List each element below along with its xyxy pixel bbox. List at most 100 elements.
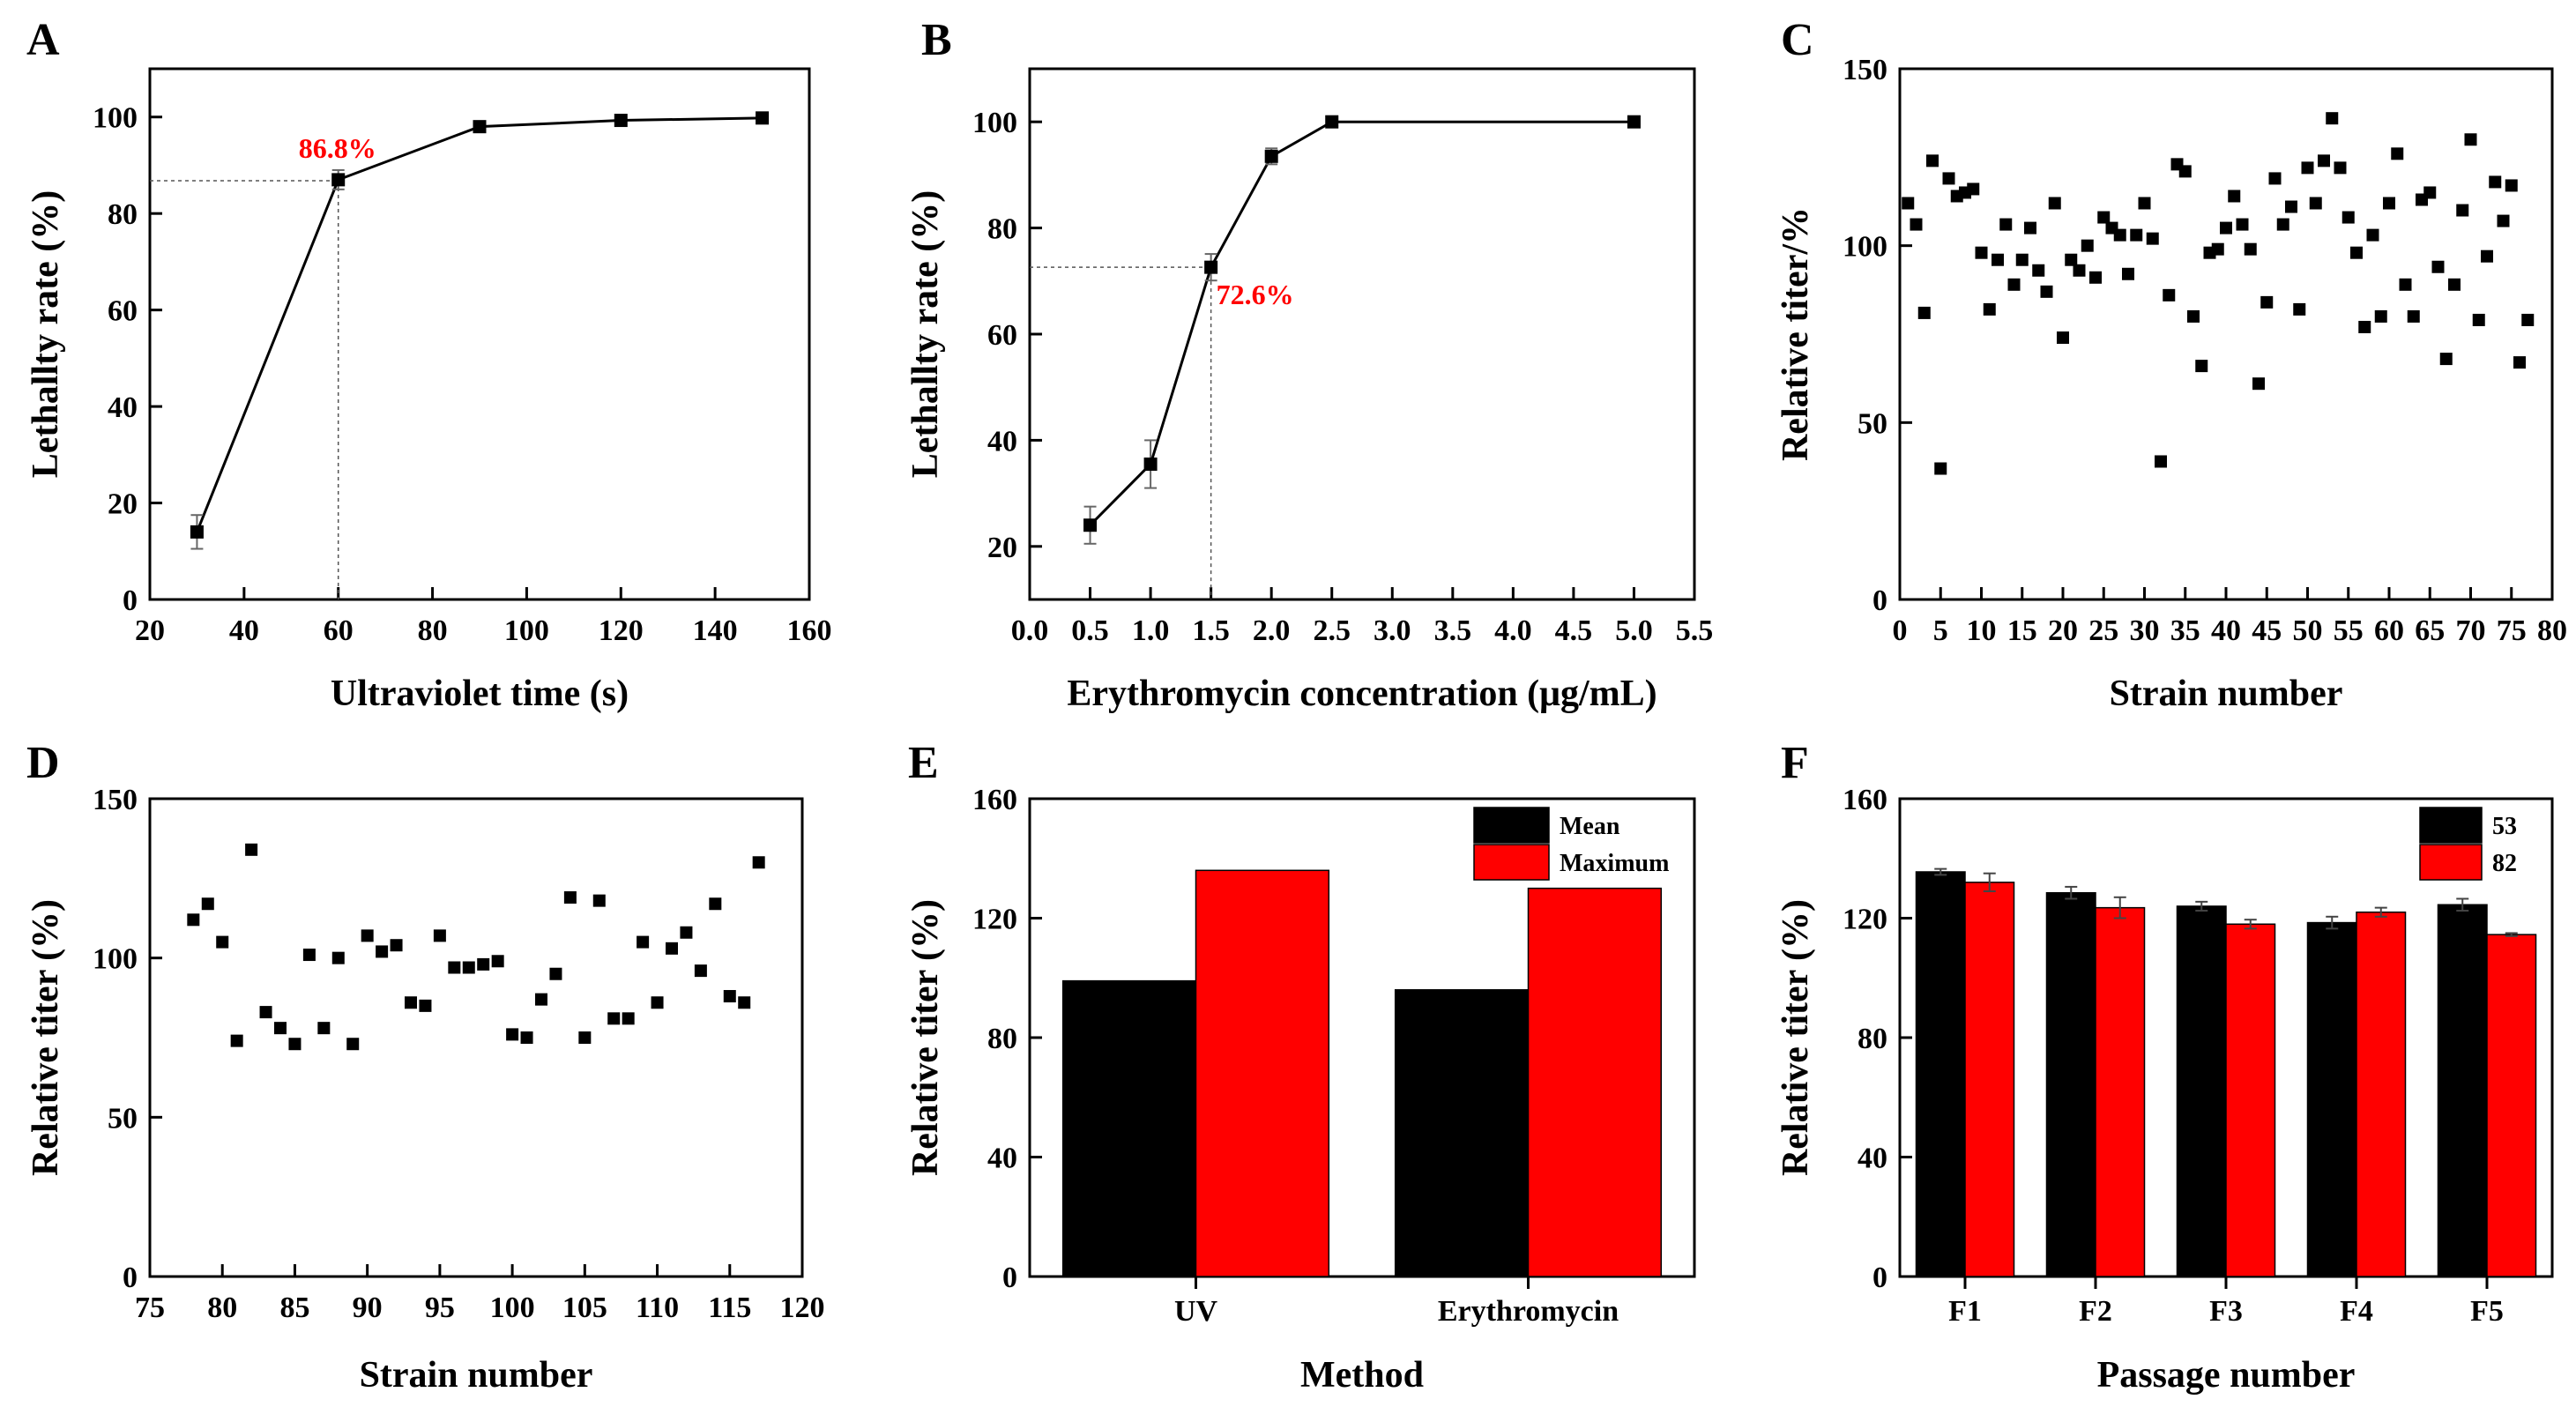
legend-swatch: [2419, 807, 2483, 844]
x-tick-label: 65: [2415, 614, 2445, 647]
data-point: [2146, 232, 2159, 245]
panel-label: B: [921, 15, 952, 65]
data-point: [2211, 242, 2224, 256]
y-axis-title: Lethallty rate (%): [26, 190, 66, 479]
bar-82: [2095, 906, 2146, 1277]
legend-label: Maximum: [1560, 850, 1669, 877]
y-tick-label: 40: [987, 425, 1017, 458]
data-point: [2309, 197, 2322, 210]
y-tick-label: 160: [972, 784, 1017, 816]
x-tick-label: F4: [2340, 1295, 2373, 1328]
x-tick-label: 3.0: [1374, 614, 1411, 647]
series-line: [196, 116, 763, 532]
x-tick-label: 80: [207, 1292, 237, 1324]
legend-swatch: [2419, 844, 2483, 881]
y-tick-label: 120: [972, 904, 1017, 936]
data-point: [331, 951, 345, 964]
x-tick-label: 1.5: [1192, 614, 1230, 647]
legend-label: 82: [2492, 850, 2517, 877]
panel-d: D Relative titer (%) Strain number 0 50 100 15…: [26, 738, 825, 1396]
data-point: [2293, 302, 2306, 316]
annotation-label: 86.8%: [299, 132, 376, 164]
data-point: [2366, 228, 2379, 242]
x-tick-label: F2: [2079, 1295, 2112, 1328]
y-tick-label: 40: [1858, 1143, 1887, 1175]
data-point: [2407, 309, 2420, 323]
x-tick-label: 120: [780, 1292, 825, 1324]
x-tick-label: 110: [636, 1292, 679, 1324]
bar-53: [2045, 891, 2096, 1277]
data-point: [2521, 313, 2535, 326]
data-point: [637, 935, 650, 949]
x-tick-label: 60: [324, 614, 354, 647]
x-tick-label: Erythromycin: [1438, 1295, 1619, 1328]
data-point: [2489, 175, 2502, 189]
x-tick-label: 95: [425, 1292, 455, 1324]
data-point: [190, 525, 204, 539]
data-point: [2187, 309, 2200, 323]
data-point: [216, 935, 229, 949]
data-point: [317, 1022, 331, 1035]
data-point: [274, 1022, 287, 1035]
bar-82: [2486, 934, 2537, 1277]
data-point: [473, 120, 487, 134]
data-point: [2472, 313, 2485, 326]
data-point: [2178, 165, 2192, 178]
data-point: [2326, 112, 2339, 125]
data-point: [2423, 186, 2437, 199]
data-point: [259, 1006, 272, 1019]
data-point: [2048, 197, 2061, 210]
panel-f: F Relative titer (%) Passage number 0 40 80 12…: [1776, 738, 2554, 1396]
data-point: [2024, 221, 2036, 234]
data-point: [2456, 204, 2469, 217]
data-point: [2439, 353, 2453, 366]
y-tick-label: 150: [1843, 54, 1887, 86]
data-point: [2113, 228, 2126, 242]
panel-label: E: [908, 738, 939, 788]
x-tick-label: 75: [135, 1292, 165, 1324]
data-point: [2505, 179, 2518, 192]
bar-53: [1915, 871, 1966, 1277]
data-point: [2073, 264, 2086, 277]
data-point: [2228, 190, 2241, 203]
data-point: [288, 1038, 302, 1051]
data-point: [2163, 288, 2176, 302]
data-point: [2138, 197, 2151, 210]
x-tick-label: 70: [2456, 614, 2486, 647]
y-tick-label: 20: [108, 488, 138, 521]
data-point: [1083, 518, 1098, 532]
data-point: [2032, 264, 2045, 277]
bar-82: [1964, 882, 2015, 1277]
y-tick-label: 20: [987, 532, 1017, 564]
x-tick-label: 40: [229, 614, 259, 647]
data-point: [738, 996, 751, 1009]
x-tick-label: UV: [1174, 1295, 1218, 1328]
x-tick-label: 2.0: [1253, 614, 1291, 647]
x-tick-label: 3.5: [1434, 614, 1472, 647]
y-tick-label: 80: [1858, 1023, 1887, 1055]
data-point: [2155, 455, 2167, 468]
annotation-label: 72.6%: [1217, 279, 1294, 310]
legend-swatch: [1473, 807, 1550, 844]
panel-label: A: [26, 15, 60, 65]
data-point: [1967, 182, 1980, 196]
data-point: [2481, 249, 2493, 263]
data-point: [2015, 253, 2029, 266]
plot-frame: [148, 797, 804, 1278]
y-tick-label: 40: [987, 1143, 1017, 1175]
x-tick-label: 100: [504, 614, 549, 647]
data-point: [2244, 242, 2257, 256]
legend-label: Mean: [1560, 813, 1620, 840]
bar-53: [2437, 904, 2488, 1277]
panel-label: F: [1781, 738, 1809, 788]
data-point: [1910, 218, 1923, 231]
data-point: [694, 964, 707, 978]
data-point: [2081, 239, 2094, 252]
data-point: [1143, 457, 1158, 471]
data-point: [462, 961, 475, 974]
y-axis-title: Relative titer (%): [905, 899, 946, 1176]
data-point: [723, 990, 736, 1003]
data-point: [1902, 197, 1915, 210]
y-tick-label: 150: [93, 784, 138, 816]
data-point: [1627, 115, 1641, 129]
